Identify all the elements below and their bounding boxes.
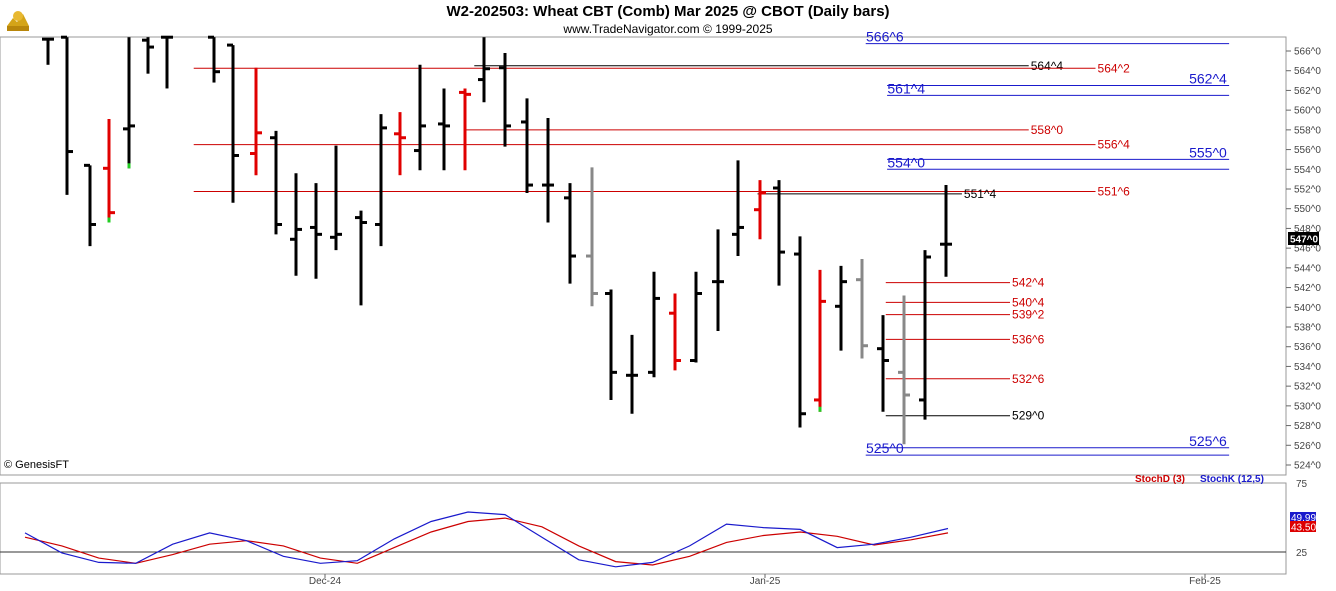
stochastic-series-line — [24, 511, 949, 568]
stochastic-lines — [24, 511, 949, 568]
y-tick-label: 558^0 — [1294, 125, 1321, 136]
stochK-value: 49.99 — [1291, 513, 1316, 524]
y-tick-label: 530^0 — [1294, 401, 1321, 412]
chart-subtitle: www.TradeNavigator.com © 1999-2025 — [563, 22, 773, 36]
price-level-label: 555^0 — [1189, 144, 1227, 160]
y-tick-label: 564^0 — [1294, 66, 1321, 77]
price-levels: 566^6 564^4 564^2 562^4 561^4 558^0 556^4 555^0… — [193, 29, 1230, 456]
y-tick-label: 524^0 — [1294, 461, 1321, 472]
price-level-label: 564^2 — [1098, 61, 1131, 75]
price-level-label: 536^6 — [1012, 332, 1045, 346]
y-tick-label: 528^0 — [1294, 421, 1321, 432]
last-price-marker — [1288, 232, 1319, 245]
copyright-label: © GenesisFT — [4, 459, 69, 471]
stoch-tick-75: 75 — [1296, 479, 1308, 490]
price-level-label: 558^0 — [1031, 123, 1064, 137]
price-pane — [0, 36, 1287, 476]
price-level-label: 532^6 — [1012, 372, 1045, 386]
y-tick-label: 550^0 — [1294, 204, 1321, 215]
y-tick-label: 566^0 — [1294, 47, 1321, 58]
stochD-legend: StochD (3) — [1135, 474, 1185, 485]
stochD-value: 43.50 — [1291, 523, 1316, 534]
price-level-label: 525^6 — [1189, 433, 1227, 449]
date-x-axis: Dec-24 Jan-25 Feb-25 — [309, 574, 1221, 587]
y-tick-label: 552^0 — [1294, 185, 1321, 196]
y-tick-label: 544^0 — [1294, 263, 1321, 274]
price-level-label: 566^6 — [866, 29, 904, 45]
y-tick-label: 562^0 — [1294, 86, 1321, 97]
y-tick-label: 560^0 — [1294, 106, 1321, 117]
price-level-label: 556^4 — [1098, 138, 1131, 152]
stochastic-pane — [0, 482, 1287, 575]
y-tick-label: 536^0 — [1294, 342, 1321, 353]
y-tick-label: 534^0 — [1294, 362, 1321, 373]
price-level-label: 564^4 — [1031, 59, 1064, 73]
x-tick-label: Jan-25 — [750, 576, 781, 587]
stochD-value-badge — [1290, 521, 1316, 532]
price-level-label: 551^6 — [1098, 184, 1131, 198]
chart-header: W2-202503: Wheat CBT (Comb) Mar 2025 @ C… — [0, 0, 1336, 38]
price-level-label: 539^2 — [1012, 308, 1045, 322]
stochK-legend: StochK (12,5) — [1200, 474, 1264, 485]
last-price-label: 547^0 — [1290, 235, 1319, 246]
y-tick-label: 548^0 — [1294, 224, 1321, 235]
price-bars — [42, 35, 952, 445]
y-tick-label: 538^0 — [1294, 323, 1321, 334]
y-tick-label: 554^0 — [1294, 165, 1321, 176]
price-level-label: 542^4 — [1012, 276, 1045, 290]
stoch-tick-25: 25 — [1296, 548, 1308, 559]
price-y-axis: 566^0 564^0 562^0 560^0 558^0 556^0 554^0 552^0… — [1286, 47, 1321, 472]
x-tick-label: Feb-25 — [1189, 576, 1221, 587]
chart-title: W2-202503: Wheat CBT (Comb) Mar 2025 @ C… — [446, 3, 890, 20]
price-level-label: 551^4 — [964, 187, 997, 201]
price-level-label: 562^4 — [1189, 71, 1227, 87]
x-tick-label: Dec-24 — [309, 576, 342, 587]
y-tick-label: 542^0 — [1294, 283, 1321, 294]
y-tick-label: 526^0 — [1294, 441, 1321, 452]
price-level-label: 554^0 — [887, 154, 925, 170]
price-level-label: 561^4 — [887, 80, 925, 96]
y-tick-label: 556^0 — [1294, 145, 1321, 156]
price-level-label: 525^0 — [866, 440, 904, 456]
y-tick-label: 546^0 — [1294, 244, 1321, 255]
genesis-bull-logo-icon — [7, 11, 29, 31]
price-level-label: 540^4 — [1012, 295, 1045, 309]
y-tick-label: 540^0 — [1294, 303, 1321, 314]
price-level-label: 529^0 — [1012, 409, 1045, 423]
stochK-value-badge — [1290, 512, 1316, 523]
y-tick-label: 532^0 — [1294, 382, 1321, 393]
stochastic-series-line — [24, 517, 949, 566]
